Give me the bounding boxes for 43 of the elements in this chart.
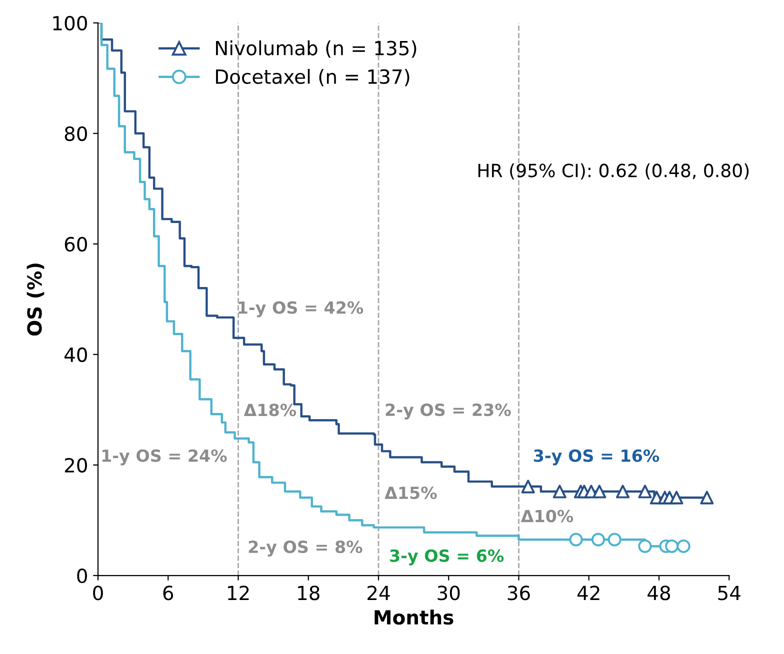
x-axis-title: Months <box>374 610 454 625</box>
y-tick-label: 60 <box>64 236 87 252</box>
x-tick-label: 6 <box>163 586 174 600</box>
y-axis-title: OS (%) <box>26 264 44 336</box>
x-tick-label: 48 <box>648 586 670 600</box>
annotation: 3-y OS = 6% <box>390 549 504 566</box>
point <box>569 532 583 546</box>
x-tick-label: 24 <box>368 586 390 600</box>
x-tick-label: 0 <box>93 586 103 600</box>
y-tick-label: 40 <box>64 347 87 362</box>
annotation: HR (95% CI): 0.62 (0.48, 0.80) <box>478 163 749 180</box>
y-tick-label: 20 <box>64 458 87 473</box>
annotation: Δ10% <box>520 510 574 522</box>
x-tick-label: 42 <box>577 586 600 600</box>
annotation: 1-y OS = 24% <box>102 449 227 466</box>
point <box>700 490 714 504</box>
legend-label: Docetaxel (n = 137) <box>216 68 410 86</box>
y-tick-label: 0 <box>77 568 87 584</box>
point <box>676 539 690 554</box>
x-tick-label: 30 <box>438 586 460 600</box>
x-tick-label: 36 <box>508 586 530 600</box>
annotation: 3-y OS = 16% <box>534 449 660 466</box>
x-tick-label: 18 <box>298 586 320 600</box>
point <box>670 490 684 504</box>
y-tick-label: 80 <box>64 126 87 142</box>
point <box>638 484 652 498</box>
annotation: Δ18% <box>244 404 296 416</box>
y-tick-label: 100 <box>53 16 87 31</box>
point <box>616 484 630 498</box>
point <box>665 539 679 554</box>
annotation: 2-y OS = 8% <box>248 540 362 557</box>
point <box>608 532 622 546</box>
point <box>638 539 652 554</box>
point <box>592 484 606 498</box>
x-tick-label: 12 <box>228 586 249 600</box>
x-tick-label: 54 <box>718 586 740 600</box>
legend-label: Nivolumab (n = 135) <box>216 40 416 58</box>
annotation: Δ15% <box>384 486 437 500</box>
annotation: 2-y OS = 23% <box>386 403 511 420</box>
point <box>521 480 535 494</box>
annotation: 1-y OS = 42% <box>238 301 364 318</box>
point <box>591 532 606 546</box>
point <box>552 484 566 498</box>
